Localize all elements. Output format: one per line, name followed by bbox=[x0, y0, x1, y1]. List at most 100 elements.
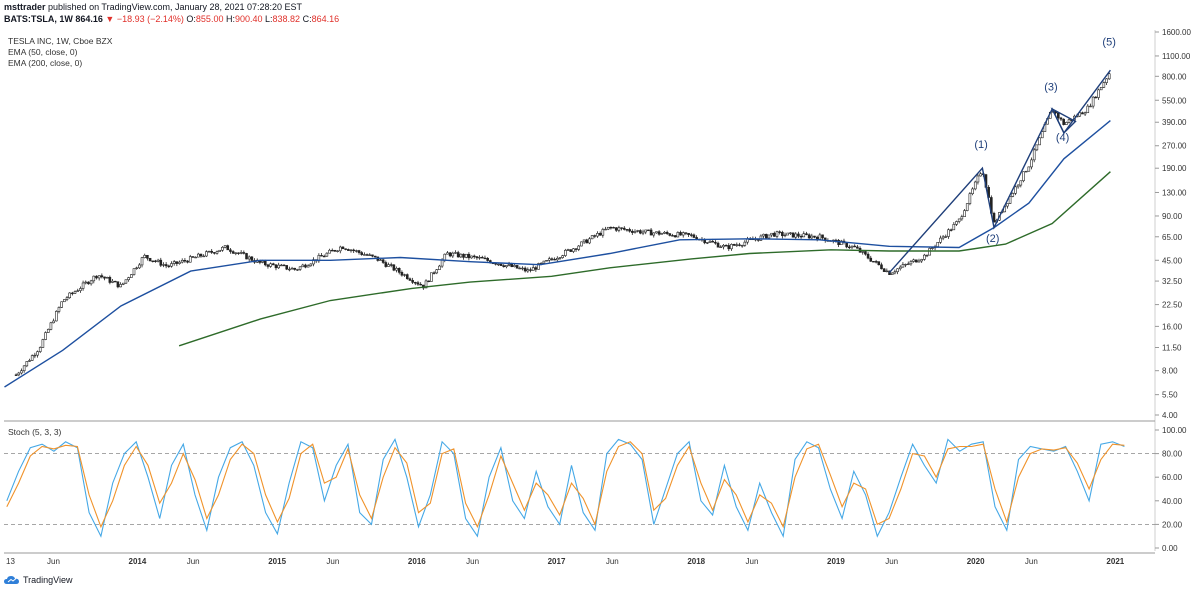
candle-body bbox=[526, 269, 530, 272]
candle-body bbox=[727, 245, 731, 250]
candle-body bbox=[459, 253, 463, 258]
candle-body bbox=[60, 301, 63, 308]
candle-body bbox=[759, 235, 763, 241]
candle-body bbox=[1059, 117, 1063, 120]
candle-body bbox=[352, 249, 355, 252]
candle-body bbox=[515, 265, 519, 269]
candle-body bbox=[65, 297, 69, 300]
candle-body bbox=[95, 275, 98, 279]
candle-body bbox=[480, 256, 484, 259]
low-value: 838.82 bbox=[272, 14, 301, 24]
candle-body bbox=[711, 240, 714, 243]
time-tick-label: Jun bbox=[326, 557, 339, 566]
candle-body bbox=[448, 252, 452, 257]
candle-body bbox=[387, 264, 390, 267]
candle-body bbox=[159, 259, 163, 266]
candle-body bbox=[269, 263, 272, 267]
high-label: H: bbox=[225, 14, 235, 24]
candle-body bbox=[188, 256, 192, 263]
last-price: 864.16 bbox=[75, 14, 103, 24]
candle-body bbox=[156, 259, 160, 262]
candle-body bbox=[724, 245, 728, 247]
time-tick-label: Jun bbox=[466, 557, 479, 566]
candle-body bbox=[296, 269, 299, 271]
ema50-line bbox=[4, 120, 1111, 388]
candle-body bbox=[263, 260, 267, 266]
candle-body bbox=[333, 249, 337, 252]
price-tick-label: 45.00 bbox=[1162, 256, 1183, 265]
candle-body bbox=[732, 244, 736, 246]
time-tick-label: Jun bbox=[1025, 557, 1038, 566]
candle-body bbox=[885, 270, 889, 273]
candle-body bbox=[799, 235, 803, 238]
candle-body bbox=[783, 234, 787, 237]
wave-label: (2) bbox=[986, 233, 999, 245]
candle-body bbox=[743, 241, 747, 246]
price-tick-label: 1600.00 bbox=[1162, 28, 1191, 37]
candle-body bbox=[389, 264, 393, 266]
time-tick-label: Jun bbox=[606, 557, 619, 566]
candle-body bbox=[505, 264, 508, 268]
candle-body bbox=[454, 252, 457, 254]
candle-body bbox=[909, 261, 913, 265]
price-tick-label: 1100.00 bbox=[1162, 52, 1191, 61]
candle-body bbox=[20, 370, 23, 374]
candle-body bbox=[1014, 186, 1017, 194]
candle-body bbox=[274, 264, 278, 269]
candle-body bbox=[735, 244, 739, 246]
candle-body bbox=[1067, 119, 1071, 123]
candle-body bbox=[952, 224, 956, 231]
candle-body bbox=[456, 252, 460, 258]
candle-body bbox=[971, 188, 974, 195]
candle-body bbox=[475, 256, 479, 259]
candle-body bbox=[277, 264, 280, 269]
candle-body bbox=[266, 264, 270, 267]
price-tick-label: 5.50 bbox=[1162, 391, 1178, 400]
candle-body bbox=[668, 233, 672, 236]
candle-body bbox=[901, 264, 905, 268]
stoch-tick-label: 20.00 bbox=[1162, 520, 1183, 529]
candle-body bbox=[590, 235, 594, 240]
candle-body bbox=[347, 249, 350, 251]
candle-body bbox=[242, 252, 246, 254]
candle-body bbox=[714, 241, 717, 244]
candle-body bbox=[191, 256, 195, 258]
candle-body bbox=[25, 361, 29, 367]
candle-body bbox=[1030, 159, 1033, 168]
stoch-tick-label: 80.00 bbox=[1162, 450, 1183, 459]
time-tick-label: 2021 bbox=[1106, 557, 1124, 566]
candle-body bbox=[936, 242, 940, 247]
candle-body bbox=[773, 232, 776, 237]
price-tick-label: 32.50 bbox=[1162, 277, 1183, 286]
time-tick-label: Jun bbox=[885, 557, 898, 566]
candle-body bbox=[523, 267, 527, 272]
candle-body bbox=[652, 232, 656, 236]
candle-body bbox=[853, 245, 856, 248]
published-text: published on TradingView.com, January 28… bbox=[48, 2, 303, 12]
candle-body bbox=[290, 267, 294, 270]
candle-body bbox=[440, 259, 444, 267]
candle-body bbox=[518, 267, 522, 270]
price-tick-label: 550.00 bbox=[1162, 96, 1187, 105]
candle-body bbox=[893, 271, 897, 274]
candle-body bbox=[36, 351, 39, 356]
candle-body bbox=[644, 229, 648, 233]
candle-body bbox=[130, 274, 133, 278]
candle-body bbox=[572, 248, 575, 252]
candle-body bbox=[81, 282, 85, 289]
candle-body bbox=[655, 231, 658, 234]
candle-body bbox=[472, 255, 476, 258]
candle-body bbox=[22, 365, 26, 372]
candle-body bbox=[306, 265, 310, 268]
time-tick-label: 2015 bbox=[268, 557, 286, 566]
candle-body bbox=[561, 255, 564, 258]
candle-body bbox=[880, 264, 883, 270]
candle-body bbox=[183, 259, 187, 262]
candle-body bbox=[373, 255, 377, 258]
candle-body bbox=[917, 260, 921, 263]
candle-body bbox=[904, 263, 907, 266]
candle-body bbox=[764, 233, 768, 239]
candle-body bbox=[537, 263, 540, 270]
candle-body bbox=[762, 233, 765, 237]
